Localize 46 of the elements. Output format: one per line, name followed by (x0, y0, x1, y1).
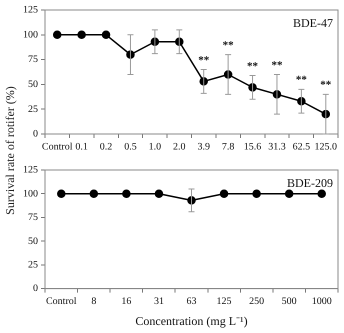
point (52, 30, 62, 40)
annotation: BDE-47 (293, 16, 333, 30)
x-tick-label: 7.8 (222, 142, 234, 153)
annotation: BDE-209 (287, 176, 333, 190)
x-tick-label: 1000 (312, 296, 332, 308)
x-tick-label: 0.5 (124, 142, 137, 153)
y-tick-label: 125 (23, 164, 38, 176)
x-tick-label: 2.0 (173, 142, 186, 153)
x-tick-label: 63 (186, 296, 196, 308)
point (77, 30, 86, 40)
x-tick-label: 125 (216, 296, 232, 308)
x-axis-title: Concentration (mg L⁻¹) (135, 314, 248, 328)
y-axis-title: Survival rate of rotifer (%) (2, 86, 18, 214)
y-tick-label: 0 (33, 128, 38, 140)
y-tick-label: 75 (28, 54, 38, 66)
x-tick-label: 0.1 (75, 142, 88, 153)
y-tick-label: 100 (23, 29, 38, 40)
x-tick-label: Control (46, 296, 77, 308)
x-tick-label: 62.5 (292, 142, 310, 153)
x-tick-label: 3.9 (197, 142, 210, 153)
y-tick-label: 25 (28, 104, 38, 115)
annotation: ** (271, 59, 283, 72)
y-tick-label: 125 (23, 4, 38, 16)
y-tick-label: 25 (28, 260, 38, 271)
x-tick-label: 0.2 (100, 142, 112, 153)
x-tick-label: 8 (91, 296, 96, 308)
x-tick-label: 500 (282, 296, 297, 308)
y-tick-label: 50 (28, 236, 38, 247)
x-tick-label: 125.0 (314, 142, 338, 153)
y-tick-label: 75 (28, 212, 38, 224)
annotation: ** (320, 79, 332, 92)
x-tick-label: 250 (249, 296, 264, 308)
y-tick-label: 0 (33, 283, 38, 294)
x-tick-label: 31 (154, 296, 164, 308)
x-tick-label: Control (42, 142, 73, 153)
y-tick-label: 50 (28, 79, 38, 90)
x-tick-label: 1.0 (148, 142, 162, 153)
annotation: ** (198, 54, 210, 66)
annotation: ** (247, 60, 259, 72)
y-tick-label: 100 (23, 188, 38, 200)
annotation: ** (296, 74, 308, 86)
x-tick-label: 31.3 (268, 142, 286, 153)
x-tick-label: 16 (121, 296, 132, 308)
point (102, 30, 110, 40)
annotation: ** (222, 39, 234, 52)
x-tick-label: 15.6 (244, 142, 262, 153)
